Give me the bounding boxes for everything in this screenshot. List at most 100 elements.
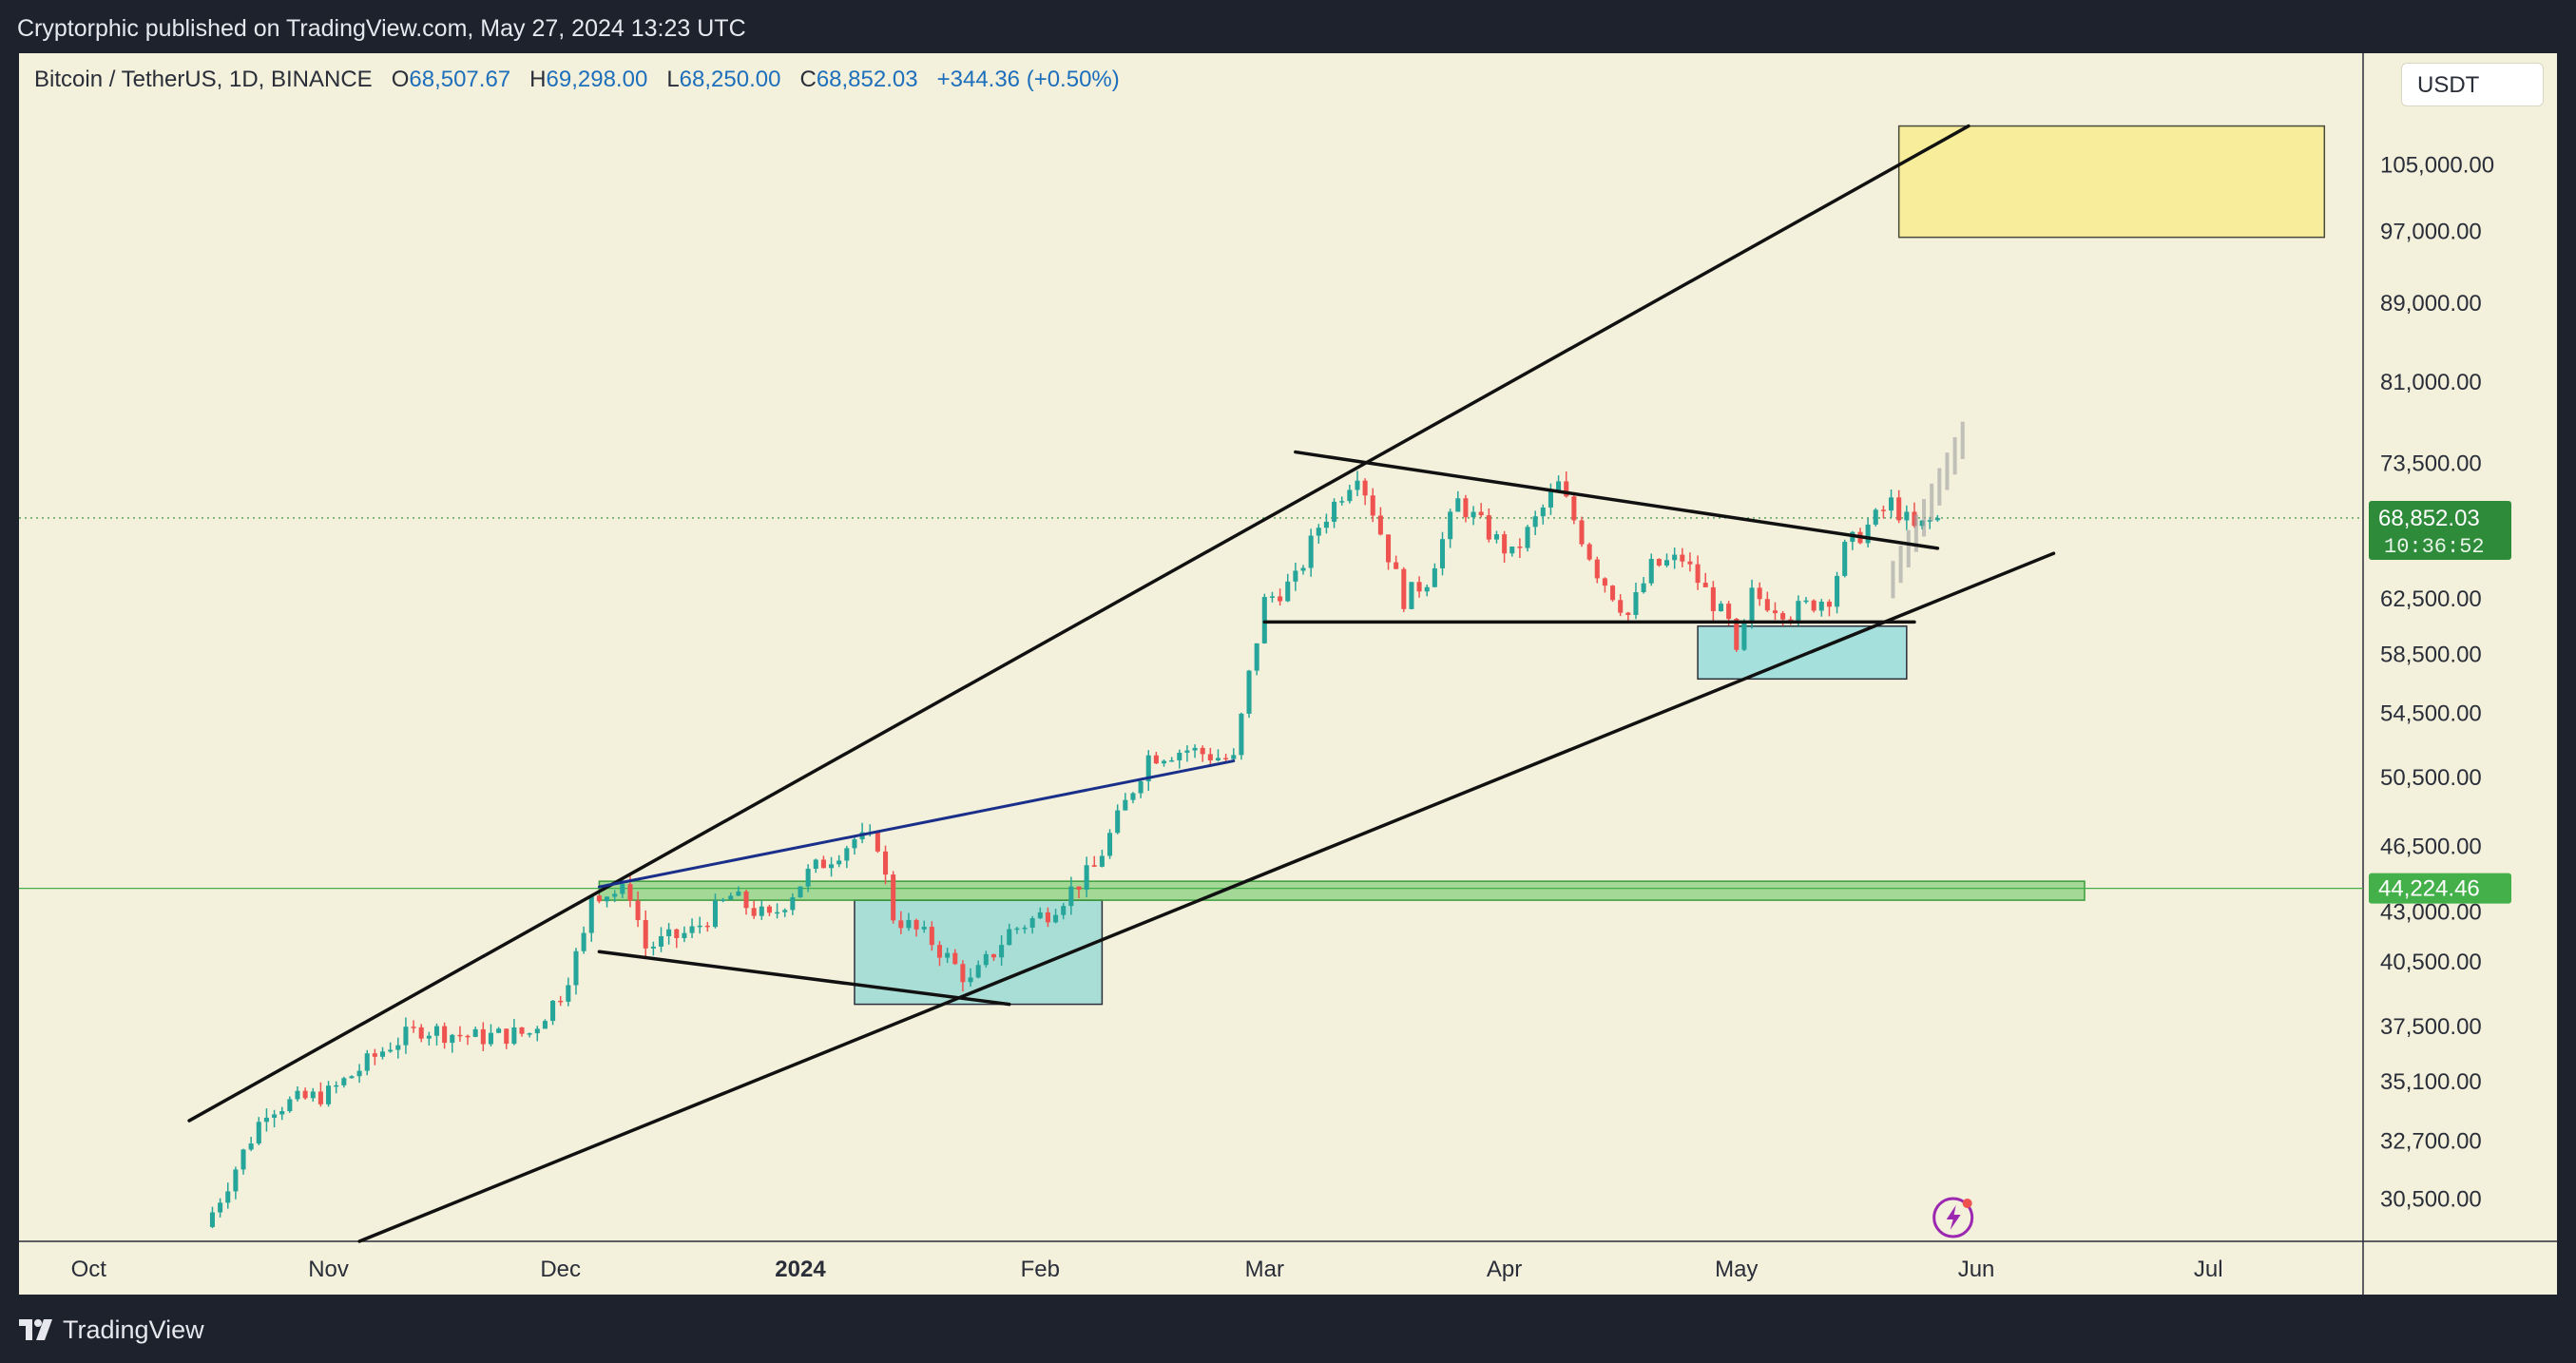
lightning-icon[interactable]	[1932, 1197, 1974, 1238]
candle[interactable]	[1123, 799, 1128, 811]
candle[interactable]	[233, 1169, 239, 1192]
candle[interactable]	[372, 1053, 377, 1057]
candle[interactable]	[1254, 643, 1259, 671]
candle[interactable]	[450, 1034, 455, 1044]
candle[interactable]	[272, 1114, 278, 1118]
candle[interactable]	[1394, 562, 1399, 569]
candle[interactable]	[1486, 515, 1491, 540]
candle[interactable]	[1687, 561, 1693, 565]
candle[interactable]	[1764, 599, 1770, 611]
candle[interactable]	[566, 985, 571, 1002]
candle[interactable]	[1323, 521, 1329, 528]
candle[interactable]	[674, 929, 680, 938]
blue-rising-wedge[interactable]	[597, 759, 1236, 889]
candle[interactable]	[1099, 855, 1105, 867]
candle[interactable]	[1448, 511, 1453, 540]
candle[interactable]	[488, 1032, 493, 1045]
candle[interactable]	[1463, 498, 1469, 518]
candle[interactable]	[364, 1053, 370, 1071]
candle[interactable]	[1377, 515, 1383, 535]
candle[interactable]	[1061, 906, 1067, 915]
candle[interactable]	[1153, 755, 1159, 764]
candle[interactable]	[999, 945, 1005, 958]
candle[interactable]	[1053, 914, 1059, 923]
candle[interactable]	[1370, 495, 1375, 516]
candle[interactable]	[1424, 586, 1430, 592]
chart-svg[interactable]: 105,000.00 97,000.00 89,000.00 81,000.00 73,…	[19, 53, 2557, 1295]
candle[interactable]	[1680, 554, 1685, 562]
candle[interactable]	[1068, 886, 1074, 907]
candle[interactable]	[472, 1028, 478, 1037]
candle[interactable]	[418, 1027, 424, 1039]
candle[interactable]	[1223, 758, 1229, 759]
candle[interactable]	[913, 919, 919, 930]
candle[interactable]	[511, 1027, 517, 1045]
candle[interactable]	[240, 1149, 246, 1170]
candle[interactable]	[480, 1028, 486, 1045]
candle[interactable]	[1749, 587, 1755, 621]
candle[interactable]	[426, 1035, 432, 1039]
candle[interactable]	[356, 1070, 362, 1077]
candle[interactable]	[1618, 600, 1624, 613]
target-zone[interactable]	[1897, 125, 2326, 239]
candle[interactable]	[1904, 511, 1910, 521]
candle[interactable]	[1873, 509, 1878, 525]
candle[interactable]	[1780, 613, 1786, 620]
candle[interactable]	[658, 935, 664, 947]
candle[interactable]	[504, 1028, 509, 1045]
candle[interactable]	[465, 1035, 471, 1038]
candle[interactable]	[1355, 480, 1360, 490]
candle[interactable]	[1022, 927, 1028, 930]
candle[interactable]	[1803, 600, 1809, 603]
candle[interactable]	[550, 1000, 556, 1022]
candle[interactable]	[960, 964, 966, 983]
candle[interactable]	[627, 884, 633, 901]
candle[interactable]	[805, 868, 811, 887]
candle[interactable]	[395, 1045, 401, 1050]
candle[interactable]	[1648, 559, 1654, 584]
candle[interactable]	[775, 912, 780, 914]
candle[interactable]	[379, 1051, 386, 1057]
candle[interactable]	[1525, 527, 1530, 548]
candle[interactable]	[1641, 583, 1646, 593]
candle[interactable]	[1037, 912, 1043, 919]
candle[interactable]	[712, 900, 718, 928]
candle[interactable]	[287, 1099, 293, 1112]
candle[interactable]	[829, 864, 835, 869]
candle[interactable]	[1796, 601, 1801, 621]
candle[interactable]	[1556, 481, 1562, 492]
candle[interactable]	[612, 893, 618, 897]
candle[interactable]	[581, 932, 586, 951]
candle[interactable]	[875, 832, 880, 852]
candle[interactable]	[1633, 592, 1639, 615]
candle[interactable]	[527, 1033, 532, 1035]
candle[interactable]	[682, 932, 687, 938]
candle[interactable]	[1772, 610, 1778, 614]
candle[interactable]	[1045, 912, 1050, 923]
candle[interactable]	[334, 1085, 339, 1087]
candle[interactable]	[457, 1034, 463, 1037]
candle[interactable]	[605, 896, 610, 902]
candle[interactable]	[1818, 601, 1824, 611]
candle[interactable]	[1207, 754, 1213, 760]
candle[interactable]	[1564, 481, 1569, 497]
candle[interactable]	[852, 839, 857, 849]
chart-area[interactable]: 105,000.00 97,000.00 89,000.00 81,000.00 73,…	[19, 53, 2557, 1295]
rising-channel-upper[interactable]	[187, 124, 1970, 1123]
candle[interactable]	[1115, 810, 1121, 834]
candle[interactable]	[225, 1191, 231, 1203]
candle[interactable]	[1718, 604, 1724, 612]
candle[interactable]	[442, 1026, 448, 1044]
candle[interactable]	[1215, 758, 1221, 760]
candle[interactable]	[1896, 497, 1902, 521]
candle[interactable]	[1130, 793, 1136, 800]
candle[interactable]	[1672, 554, 1678, 561]
candle[interactable]	[1757, 587, 1762, 600]
candle[interactable]	[1811, 600, 1817, 611]
candle[interactable]	[1548, 491, 1553, 508]
candle[interactable]	[635, 900, 641, 921]
candle[interactable]	[883, 851, 889, 875]
candle[interactable]	[952, 952, 958, 965]
candle[interactable]	[1246, 670, 1252, 714]
candle[interactable]	[704, 925, 710, 928]
